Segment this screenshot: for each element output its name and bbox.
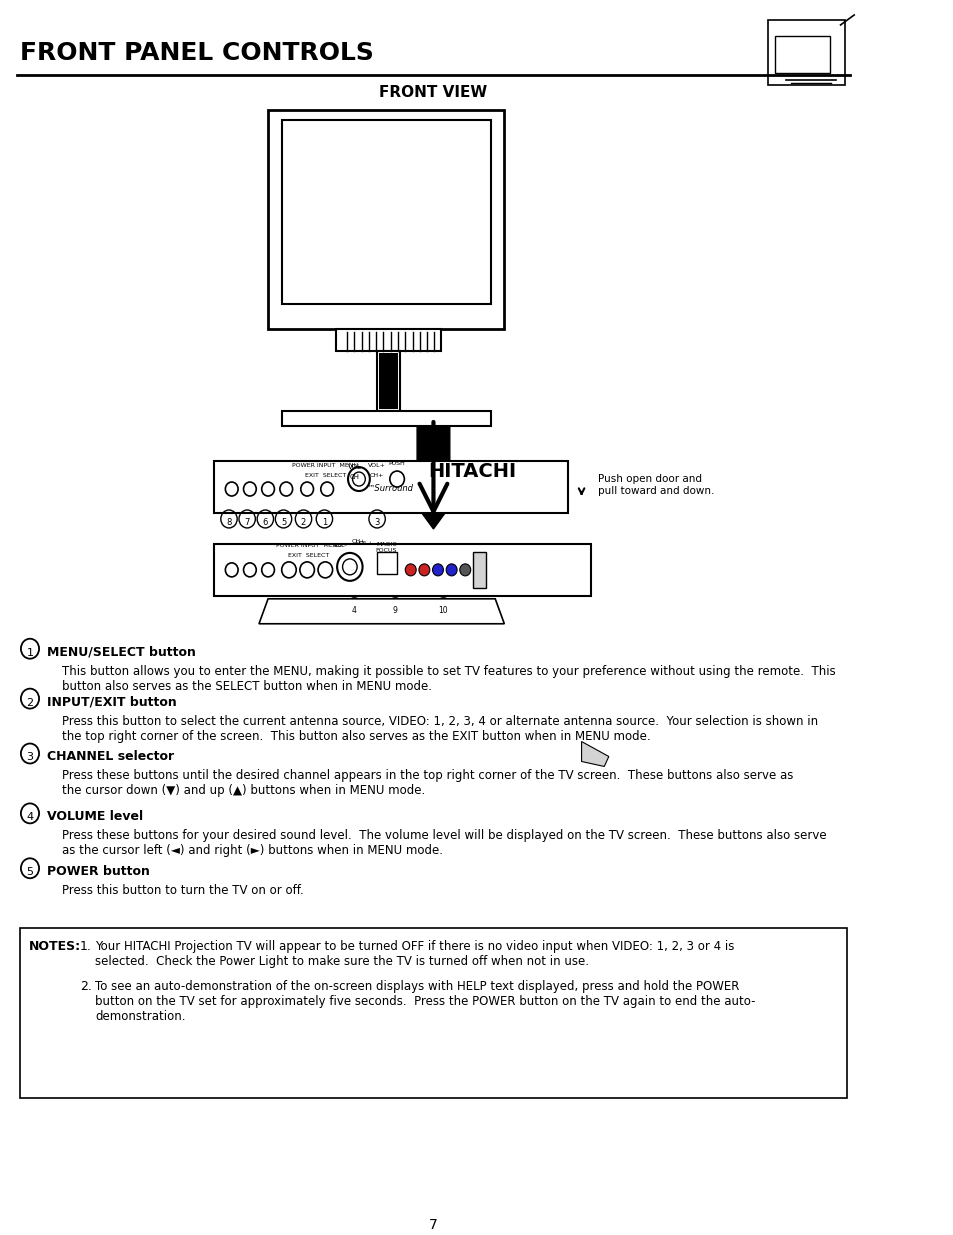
Text: 6: 6: [262, 519, 268, 527]
Text: 5: 5: [280, 519, 286, 527]
Text: To see an auto-demonstration of the on-screen displays with HELP text displayed,: To see an auto-demonstration of the on-s…: [95, 981, 755, 1023]
Bar: [268, 110, 504, 330]
Text: EXIT  SELECT: EXIT SELECT: [288, 553, 329, 558]
Text: CH+: CH+: [352, 538, 366, 543]
Bar: [767, 20, 844, 85]
Bar: [335, 330, 440, 351]
Text: VOL-: VOL-: [333, 543, 348, 548]
Text: Press these buttons until the desired channel appears in the top right corner of: Press these buttons until the desired ch…: [62, 769, 792, 798]
Text: 5: 5: [27, 867, 33, 877]
Bar: [281, 120, 490, 304]
Text: HITACHI: HITACHI: [428, 462, 516, 482]
Text: FRONT PANEL CONTROLS: FRONT PANEL CONTROLS: [20, 41, 374, 65]
Polygon shape: [404, 419, 462, 529]
Text: 3: 3: [374, 519, 379, 527]
Text: 7: 7: [429, 1218, 437, 1231]
Text: VOL+: VOL+: [368, 463, 386, 468]
Text: EXIT  SELECT: EXIT SELECT: [304, 473, 346, 478]
Polygon shape: [581, 741, 608, 767]
Text: Your HITACHI Projection TV will appear to be turned OFF if there is no video inp: Your HITACHI Projection TV will appear t…: [95, 940, 734, 968]
Text: POWER INPUT  MENU: POWER INPUT MENU: [292, 463, 358, 468]
Text: 7: 7: [244, 519, 250, 527]
Bar: [376, 351, 399, 411]
Text: 9: 9: [393, 606, 397, 615]
Text: Press this button to select the current antenna source, VIDEO: 1, 2, 3, 4 or alt: Press this button to select the current …: [62, 715, 817, 742]
Text: 10: 10: [438, 606, 448, 615]
Text: 2: 2: [300, 519, 306, 527]
Text: 1: 1: [321, 519, 327, 527]
Text: 4: 4: [27, 813, 33, 823]
Text: PUSH: PUSH: [388, 461, 405, 466]
Circle shape: [446, 564, 456, 576]
Bar: [213, 543, 590, 595]
Circle shape: [432, 564, 443, 576]
Text: FRONT VIEW: FRONT VIEW: [379, 85, 487, 100]
Text: VOL: VOL: [347, 464, 361, 471]
Text: This button allows you to enter the MENU, making it possible to set TV features : This button allows you to enter the MENU…: [62, 664, 835, 693]
Text: MENU/SELECT button: MENU/SELECT button: [48, 645, 196, 658]
Text: 2.: 2.: [80, 981, 91, 993]
Text: 3: 3: [27, 752, 33, 762]
Circle shape: [459, 564, 470, 576]
Text: VOL+: VOL+: [356, 541, 374, 546]
Text: MAGIC
FOCUS: MAGIC FOCUS: [375, 542, 396, 553]
Text: 4: 4: [352, 606, 356, 615]
Bar: [281, 411, 490, 426]
Text: POWER button: POWER button: [48, 864, 150, 878]
Text: INPUT/EXIT button: INPUT/EXIT button: [48, 695, 177, 708]
Text: ™Surround: ™Surround: [367, 484, 414, 493]
Circle shape: [418, 564, 430, 576]
Text: NOTES:: NOTES:: [29, 940, 81, 953]
Bar: [213, 461, 567, 513]
Bar: [20, 929, 846, 1098]
Bar: [378, 353, 397, 409]
Text: CH+: CH+: [370, 473, 384, 478]
Text: Press this button to turn the TV on or off.: Press this button to turn the TV on or o…: [62, 884, 303, 898]
Text: Push open door and
pull toward and down.: Push open door and pull toward and down.: [598, 474, 714, 495]
Text: CH: CH: [349, 474, 359, 480]
Text: 8: 8: [226, 519, 232, 527]
Polygon shape: [258, 599, 504, 624]
Bar: [472, 552, 486, 588]
Text: 1.: 1.: [80, 940, 91, 953]
Bar: [774, 36, 829, 73]
Text: 2: 2: [27, 698, 33, 708]
Text: POWER INPUT  MENU: POWER INPUT MENU: [275, 543, 341, 548]
Bar: [376, 552, 396, 574]
Text: CHANNEL selector: CHANNEL selector: [48, 750, 174, 763]
Circle shape: [405, 564, 416, 576]
Text: 1: 1: [27, 647, 33, 658]
Text: VOLUME level: VOLUME level: [48, 810, 143, 823]
Text: Press these buttons for your desired sound level.  The volume level will be disp: Press these buttons for your desired sou…: [62, 830, 825, 857]
